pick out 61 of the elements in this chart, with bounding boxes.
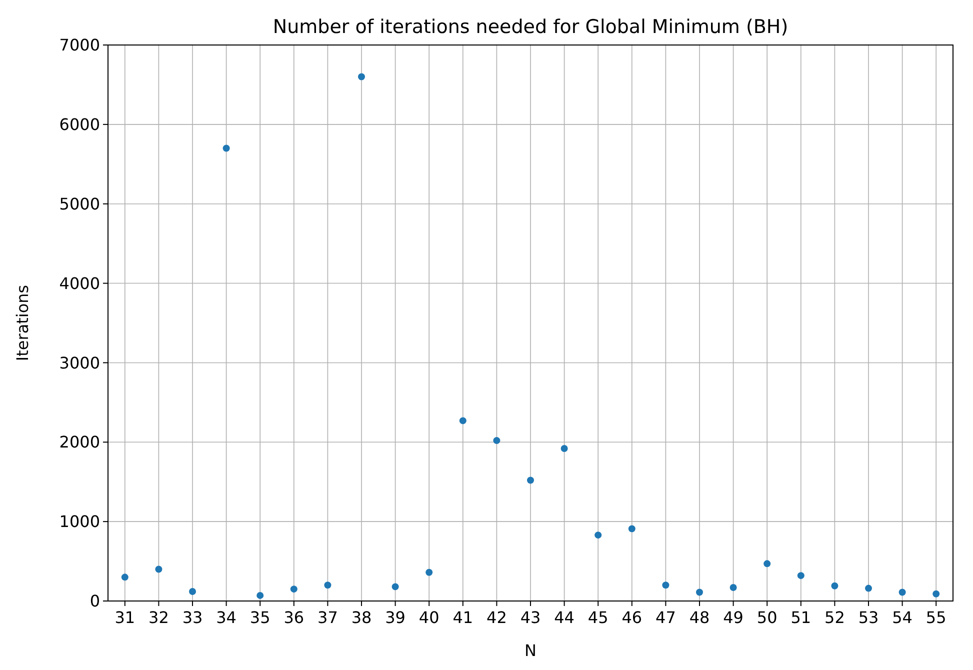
point	[628, 525, 636, 532]
point	[290, 586, 298, 593]
point	[696, 588, 703, 596]
x-tick-label: 50	[756, 608, 778, 627]
point	[189, 588, 196, 595]
x-tick-label: 36	[284, 608, 304, 627]
point	[797, 572, 804, 580]
x-axis-title: N	[524, 641, 536, 660]
chart-title: Number of iterations needed for Global Minimum (BH)	[272, 16, 788, 38]
point	[865, 584, 872, 592]
point	[662, 582, 670, 589]
point	[831, 582, 838, 590]
point	[493, 437, 500, 444]
point	[730, 584, 737, 591]
point	[426, 568, 433, 576]
x-tick-label: 46	[622, 608, 642, 627]
y-tick-label: 7000	[59, 36, 100, 55]
x-tick-label: 54	[892, 608, 912, 627]
y-tick-label: 6000	[59, 115, 100, 134]
point	[932, 590, 940, 598]
x-tick-label: 43	[520, 608, 541, 627]
x-tick-label: 53	[858, 608, 879, 627]
y-tick-label: 3000	[59, 353, 100, 372]
x-tick-label: 42	[486, 608, 507, 627]
x-tick-label: 55	[926, 608, 946, 627]
point	[392, 583, 399, 590]
x-tick-label: 49	[723, 608, 744, 627]
x-tick-label: 33	[182, 608, 203, 627]
point	[155, 566, 162, 573]
x-tick-label: 47	[656, 608, 676, 627]
point	[256, 592, 264, 599]
point	[560, 444, 568, 452]
y-tick-label: 2000	[59, 432, 100, 452]
x-tick-label: 31	[114, 608, 136, 627]
point	[222, 144, 230, 152]
x-tick-label: 45	[588, 608, 608, 627]
x-tick-label: 38	[351, 608, 372, 627]
y-tick-label: 4000	[59, 274, 100, 293]
point	[898, 588, 906, 596]
x-tick-label: 39	[385, 608, 406, 627]
x-tick-label: 51	[790, 608, 812, 627]
point	[121, 574, 128, 581]
point	[358, 73, 365, 80]
point	[459, 417, 466, 424]
point	[527, 476, 534, 484]
x-tick-label: 35	[250, 608, 270, 627]
x-tick-label: 44	[554, 608, 574, 627]
y-axis-title: Iterations	[13, 284, 32, 362]
x-tick-label: 34	[216, 608, 236, 627]
y-tick-label: 5000	[59, 194, 100, 214]
point	[324, 582, 332, 589]
x-tick-label: 37	[318, 608, 338, 627]
y-tick-label: 0	[90, 592, 100, 611]
x-tick-label: 40	[418, 608, 440, 627]
y-tick-label: 1000	[59, 512, 100, 532]
x-tick-label: 32	[148, 608, 169, 627]
point	[594, 532, 602, 539]
x-tick-label: 41	[452, 608, 474, 627]
point	[764, 560, 771, 568]
x-tick-label: 48	[689, 608, 710, 627]
x-tick-label: 52	[824, 608, 845, 627]
